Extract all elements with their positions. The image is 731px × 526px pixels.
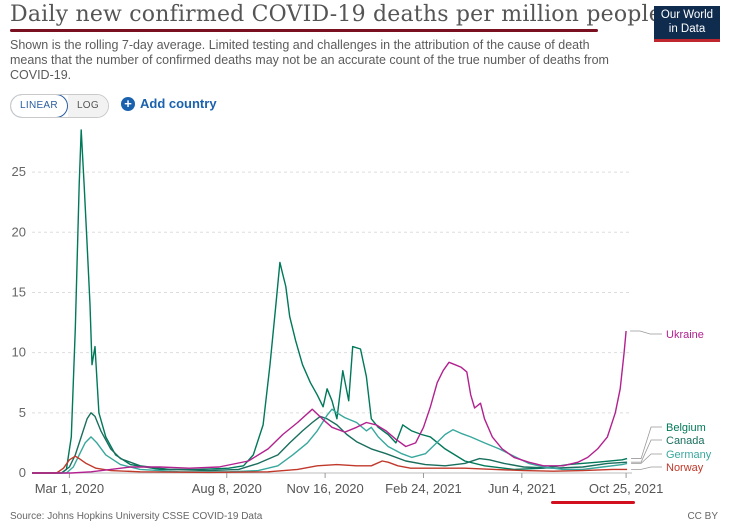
x-tick-label-4: Jun 4, 2021	[488, 481, 556, 496]
y-tick-label-15: 15	[12, 284, 26, 299]
leader-line-germany	[631, 453, 662, 464]
series-label-canada: Canada	[666, 435, 705, 447]
leader-line-belgium	[631, 426, 662, 459]
series-line-canada	[32, 412, 628, 474]
x-tick-label-0: Mar 1, 2020	[35, 481, 104, 496]
series-label-ukraine: Ukraine	[666, 329, 704, 341]
add-country-label: Add country	[140, 96, 217, 111]
series-line-germany	[32, 408, 628, 474]
plus-circle-icon: +	[121, 96, 135, 111]
y-tick-label-10: 10	[12, 345, 26, 360]
owid-logo[interactable]: Our World in Data	[654, 6, 720, 42]
chart-title: Daily new confirmed COVID-19 deaths per …	[10, 2, 663, 27]
x-tick-label-5: Oct 25, 2021	[589, 481, 663, 496]
logo-line2: in Data	[668, 23, 706, 35]
linear-scale-button[interactable]: LINEAR	[10, 95, 68, 117]
series-line-belgium	[32, 129, 628, 474]
title-underline	[10, 29, 598, 32]
gridlines	[32, 171, 632, 474]
leader-line-ukraine	[630, 330, 662, 335]
series-label-belgium: Belgium	[666, 422, 706, 434]
y-tick-label-20: 20	[12, 224, 26, 239]
series-lines	[32, 129, 628, 474]
series-label-norway: Norway	[666, 462, 704, 474]
x-tick-label-3: Feb 24, 2021	[385, 481, 462, 496]
license-link[interactable]: CC BY	[687, 511, 718, 522]
y-tick-label-25: 25	[12, 164, 26, 179]
chart-subtitle: Shown is the rolling 7-day average. Limi…	[10, 38, 609, 82]
series-line-norway	[32, 455, 628, 474]
x-tick-label-1: Aug 8, 2020	[192, 481, 262, 496]
y-axis-ticks: 0 5 10 15 20 25	[12, 164, 26, 480]
logo-line1: Our World	[660, 9, 714, 21]
y-tick-label-5: 5	[19, 405, 26, 420]
x-tick-label-2: Nov 16, 2020	[286, 481, 363, 496]
leader-line-norway	[631, 466, 662, 470]
log-scale-button[interactable]: LOG	[67, 95, 108, 117]
y-tick-label-0: 0	[19, 465, 26, 480]
series-label-germany: Germany	[666, 449, 712, 461]
date-underline	[551, 501, 635, 504]
series-line-ukraine	[32, 330, 627, 474]
add-country-button[interactable]: + Add country	[121, 96, 217, 111]
scale-toggle: LINEAR LOG	[10, 94, 109, 118]
leader-line-canada	[631, 439, 662, 463]
source-note[interactable]: Source: Johns Hopkins University CSSE CO…	[10, 511, 263, 522]
x-axis-ticks: Mar 1, 2020 Aug 8, 2020 Nov 16, 2020 Feb 24…	[35, 473, 663, 496]
